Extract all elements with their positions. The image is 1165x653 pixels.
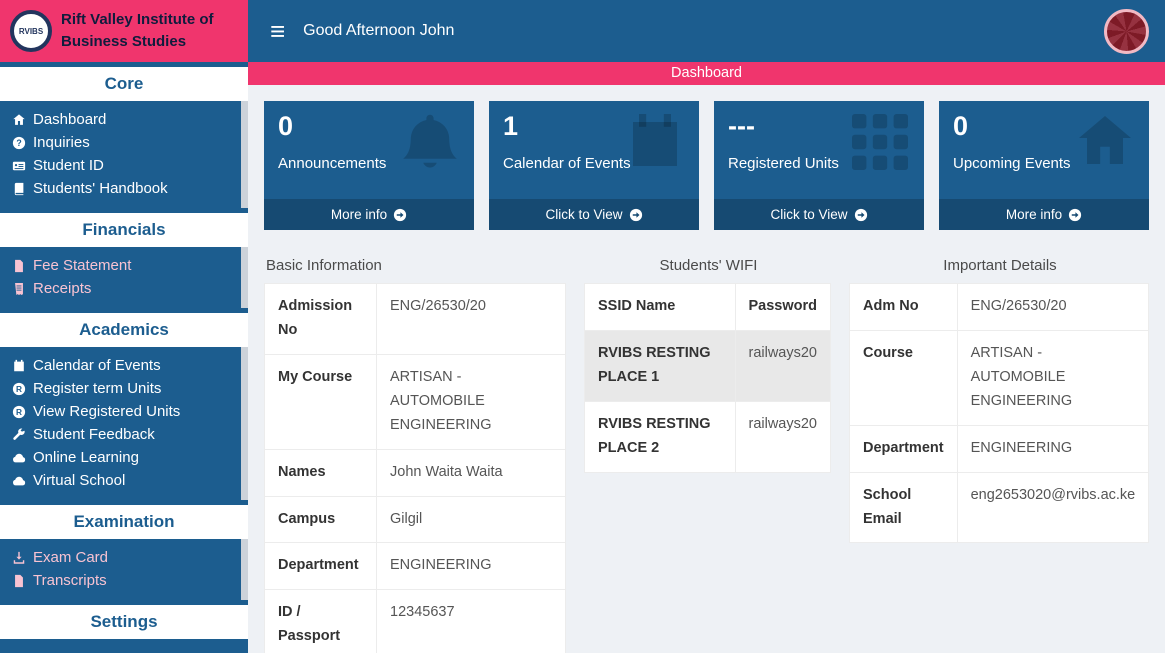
topbar: ≡ Good Afternoon John [248,0,1165,62]
card-label: Calendar of Events [503,155,631,172]
registered-icon [12,382,26,396]
panel-title: Basic Information [266,257,382,274]
arrow-circle-right-icon [854,208,868,222]
table-row: RVIBS RESTING PLACE 1 railways20 [584,329,831,402]
table-row: Department ENGINEERING [264,542,566,591]
calendar-icon [623,110,687,174]
cloud-icon [12,474,26,488]
user-avatar[interactable] [1104,8,1149,54]
basic-information-panel: Basic Information Admission No ENG/26530… [264,257,566,653]
bell-icon [398,110,462,174]
sidebar-item-student-feedback[interactable]: Student Feedback [8,423,241,446]
card-calendar-of-events: 1 Calendar of Events Click to View [489,101,699,230]
sidebar-item-dashboard[interactable]: Dashboard [8,108,241,131]
calendar-icon [12,359,26,373]
card-value: 0 [953,111,969,141]
card-label: Registered Units [728,155,839,172]
table-row: Adm No ENG/26530/20 [849,283,1150,331]
home-icon [1073,110,1137,174]
institute-logo-icon: RVIBS [10,10,52,52]
sidebar-item-calendar-of-events[interactable]: Calendar of Events [8,354,241,377]
sidebar-item-students-handbook[interactable]: Students' Handbook [8,177,241,200]
sidebar-item-fee-statement[interactable]: Fee Statement [8,254,241,277]
section-header-academics: Academics [0,313,248,347]
menu-examination: Exam Card Transcripts [0,539,248,600]
sidebar-item-virtual-school[interactable]: Virtual School [8,469,241,492]
important-details-table: Adm No ENG/26530/20 Course ARTISAN - AUT… [849,283,1150,544]
brand-header[interactable]: RVIBS Rift Valley Institute of Business … [0,0,248,62]
card-registered-units: --- Registered Units Click to View [714,101,924,230]
section-header-core: Core [0,67,248,101]
card-footer-link[interactable]: Click to View [714,199,924,230]
menu-core: Dashboard Inquiries Student ID Students'… [0,101,248,208]
table-row: Campus Gilgil [264,495,566,544]
menu-financials: Fee Statement Receipts [0,247,248,308]
students-wifi-table: SSID Name Password RVIBS RESTING PLACE 1… [584,283,831,473]
card-value: 0 [278,111,294,141]
table-row: School Email eng2653020@rvibs.ac.ke [849,471,1150,544]
panel-title: Important Details [943,257,1057,274]
table-row: Names John Waita Waita [264,448,566,497]
id-card-icon [12,159,26,173]
page-title: Dashboard [248,62,1165,85]
book-icon [12,182,26,196]
card-value: 1 [503,111,519,141]
registered-icon [12,405,26,419]
sidebar-item-online-learning[interactable]: Online Learning [8,446,241,469]
card-footer-link[interactable]: More info [264,199,474,230]
table-row: My Course ARTISAN - AUTOMOBILE ENGINEERI… [264,353,566,450]
download-icon [12,551,26,565]
sidebar-item-inquiries[interactable]: Inquiries [8,131,241,154]
dashboard-content: 0 Announcements More info 1 Calendar of … [248,85,1165,653]
panel-title: Students' WIFI [659,257,758,274]
card-footer-link[interactable]: Click to View [489,199,699,230]
card-footer-link[interactable]: More info [939,199,1149,230]
students-wifi-panel: Students' WIFI SSID Name Password RVIBS … [584,257,831,473]
sidebar: RVIBS Rift Valley Institute of Business … [0,0,248,653]
table-row: ID / Passport 12345637 [264,589,566,653]
table-row: Department ENGINEERING [849,424,1150,473]
menu-academics: Calendar of Events Register term Units V… [0,347,248,500]
card-label: Upcoming Events [953,155,1071,172]
institute-name: Rift Valley Institute of Business Studie… [61,11,214,50]
question-circle-icon [12,136,26,150]
arrow-circle-right-icon [629,208,643,222]
section-header-settings: Settings [0,605,248,639]
sidebar-item-transcripts[interactable]: Transcripts [8,569,241,592]
greeting-text: Good Afternoon John [303,22,455,39]
card-value: --- [728,111,755,141]
card-upcoming-events: 0 Upcoming Events More info [939,101,1149,230]
sidebar-item-view-registered-units[interactable]: View Registered Units [8,400,241,423]
sidebar-item-exam-card[interactable]: Exam Card [8,546,241,569]
card-label: Announcements [278,155,387,172]
receipt-icon [12,282,26,296]
home-icon [12,113,26,127]
table-row: Admission No ENG/26530/20 [264,283,566,355]
sidebar-item-student-id[interactable]: Student ID [8,154,241,177]
table-row: Course ARTISAN - AUTOMOBILE ENGINEERING [849,329,1150,426]
cloud-icon [12,451,26,465]
file-icon [12,574,26,588]
grid-icon [848,110,912,174]
section-header-financials: Financials [0,213,248,247]
info-cards-row: 0 Announcements More info 1 Calendar of … [264,101,1149,230]
arrow-circle-right-icon [393,208,407,222]
menu-toggle-icon[interactable]: ≡ [270,16,286,46]
sidebar-item-receipts[interactable]: Receipts [8,277,241,300]
table-row: RVIBS RESTING PLACE 2 railways20 [584,400,831,473]
main-area: ≡ Good Afternoon John Dashboard 0 Announ… [248,0,1165,653]
file-icon [12,259,26,273]
section-header-examination: Examination [0,505,248,539]
wrench-icon [12,428,26,442]
tables-row: Basic Information Admission No ENG/26530… [264,257,1150,653]
important-details-panel: Important Details Adm No ENG/26530/20 Co… [849,257,1150,544]
sidebar-item-register-term-units[interactable]: Register term Units [8,377,241,400]
card-announcements: 0 Announcements More info [264,101,474,230]
arrow-circle-right-icon [1068,208,1082,222]
table-header-row: SSID Name Password [584,283,831,331]
basic-information-table: Admission No ENG/26530/20 My Course ARTI… [264,283,566,653]
